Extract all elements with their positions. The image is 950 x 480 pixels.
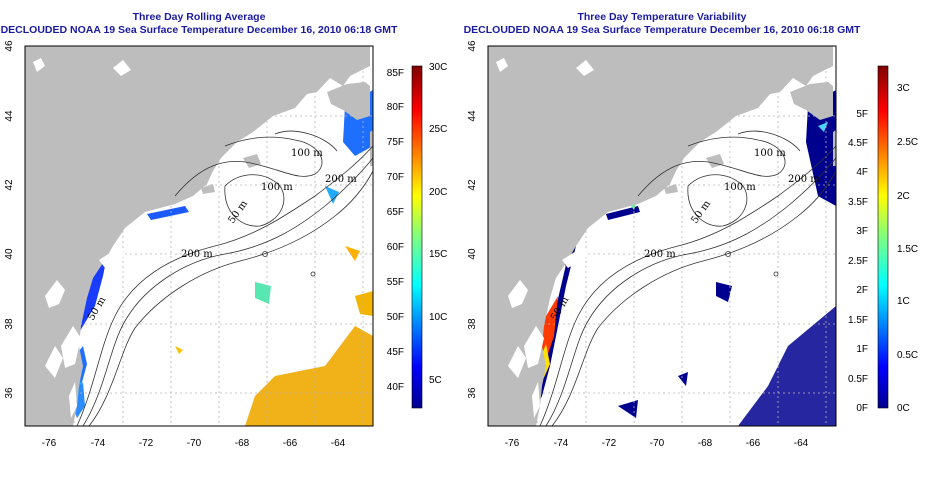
lon-tick-label: -74 — [554, 438, 569, 449]
map-area: 100 m 100 m 50 m 200 m 200 m 50 m — [24, 45, 374, 427]
lon-tick-label: -68 — [235, 438, 250, 449]
depth-label-200m: 200 m — [325, 174, 357, 185]
colorbar-c-label: 5C — [429, 375, 442, 386]
panel-subtitle: DECLOUDED NOAA 19 Sea Surface Temperatur… — [464, 24, 861, 36]
colorbar: 85F 80F 75F 70F 65F 60F 55F 50F 45F 40F … — [387, 62, 447, 409]
colorbar-c-label: 1.5C — [897, 244, 918, 255]
colorbar-f-label: 75F — [387, 137, 404, 148]
panel-temperature-variability: Three Day Temperature Variability DECLOU… — [464, 11, 919, 449]
depth-label-100m: 100 m — [724, 182, 756, 193]
lat-tick-label: 42 — [4, 179, 15, 191]
lon-tick-label: -66 — [283, 438, 298, 449]
lon-tick-label: -64 — [331, 438, 346, 449]
colorbar-fahrenheit-labels: 5F 4.5F 4F 3.5F 3F 2.5F 2F 1.5F 1F 0.5F … — [848, 109, 868, 414]
colorbar-f-label: 85F — [387, 68, 404, 79]
colorbar-f-label: 50F — [387, 312, 404, 323]
colorbar-f-label: 0F — [856, 403, 868, 414]
lon-tick-label: -68 — [698, 438, 713, 449]
lat-tick-label: 38 — [467, 318, 478, 330]
colorbar-f-label: 4.5F — [848, 138, 868, 149]
colorbar-c-label: 2C — [897, 191, 910, 202]
lat-tick-label: 46 — [467, 40, 478, 52]
panel-subtitle: DECLOUDED NOAA 19 Sea Surface Temperatur… — [1, 24, 398, 36]
lat-tick-label: 46 — [4, 40, 15, 52]
colorbar-f-label: 70F — [387, 172, 404, 183]
colorbar-f-label: 55F — [387, 277, 404, 288]
depth-label-100m: 100 m — [291, 148, 323, 159]
colorbar-c-label: 30C — [429, 62, 447, 73]
lon-tick-label: -66 — [746, 438, 761, 449]
colorbar-f-label: 80F — [387, 102, 404, 113]
lon-tick-label: -72 — [139, 438, 154, 449]
colorbar-c-label: 2.5C — [897, 137, 918, 148]
panel-rolling-average: Three Day Rolling Average DECLOUDED NOAA… — [1, 11, 448, 449]
lat-tick-label: 38 — [4, 318, 15, 330]
panel-title: Three Day Temperature Variability — [577, 11, 746, 23]
colorbar-c-label: 20C — [429, 187, 447, 198]
lat-tick-label: 44 — [4, 110, 15, 122]
colorbar-f-label: 40F — [387, 382, 404, 393]
colorbar-f-label: 45F — [387, 347, 404, 358]
colorbar-c-label: 10C — [429, 312, 447, 323]
lon-tick-label: -70 — [187, 438, 202, 449]
lon-tick-label: -74 — [91, 438, 106, 449]
lat-tick-label: 36 — [4, 387, 15, 399]
lon-tick-label: -72 — [602, 438, 617, 449]
colorbar-f-label: 4F — [856, 167, 868, 178]
colorbar-celsius-labels: 3C 2.5C 2C 1.5C 1C 0.5C 0C — [897, 83, 918, 414]
depth-label-100m: 100 m — [261, 182, 293, 193]
colorbar-f-label: 2F — [856, 285, 868, 296]
lat-tick-label: 40 — [467, 248, 478, 260]
colorbar-f-label: 60F — [387, 242, 404, 253]
colorbar-f-label: 1F — [856, 344, 868, 355]
colorbar-f-label: 3F — [856, 226, 868, 237]
lon-tick-label: -64 — [794, 438, 809, 449]
depth-label-200m: 200 m — [788, 174, 820, 185]
colorbar-f-label: 3.5F — [848, 197, 868, 208]
colorbar-celsius-labels: 30C 25C 20C 15C 10C 5C — [429, 62, 447, 386]
lat-tick-label: 36 — [467, 387, 478, 399]
lat-axis: 46 44 42 40 38 36 — [4, 40, 15, 399]
colorbar-c-label: 0.5C — [897, 350, 918, 361]
colorbar-f-label: 0.5F — [848, 374, 868, 385]
lat-axis: 46 44 42 40 38 36 — [467, 40, 478, 399]
colorbar-c-label: 0C — [897, 403, 910, 414]
lon-tick-label: -70 — [650, 438, 665, 449]
panel-title: Three Day Rolling Average — [133, 11, 266, 23]
colorbar-c-label: 1C — [897, 296, 910, 307]
colorbar-f-label: 2.5F — [848, 256, 868, 267]
colorbar-f-label: 1.5F — [848, 315, 868, 326]
lon-tick-label: -76 — [505, 438, 520, 449]
depth-label-100m: 100 m — [754, 148, 786, 159]
lat-tick-label: 40 — [4, 248, 15, 260]
lat-tick-label: 44 — [467, 110, 478, 122]
lon-axis: -76 -74 -72 -70 -68 -66 -64 — [505, 438, 809, 449]
lat-tick-label: 42 — [467, 179, 478, 191]
colorbar-f-label: 5F — [856, 109, 868, 120]
colorbar-f-label: 65F — [387, 207, 404, 218]
depth-label-200m: 200 m — [181, 249, 213, 260]
colorbar: 5F 4.5F 4F 3.5F 3F 2.5F 2F 1.5F 1F 0.5F … — [848, 65, 918, 414]
colorbar-c-label: 25C — [429, 124, 447, 135]
depth-label-200m: 200 m — [644, 249, 676, 260]
lon-tick-label: -76 — [42, 438, 57, 449]
colorbar-fahrenheit-labels: 85F 80F 75F 70F 65F 60F 55F 50F 45F 40F — [387, 68, 404, 393]
colorbar-c-label: 3C — [897, 83, 910, 94]
map-area: 100 m 100 m 50 m 200 m 200 m 50 m — [487, 45, 837, 427]
lon-axis: -76 -74 -72 -70 -68 -66 -64 — [42, 438, 346, 449]
colorbar-c-label: 15C — [429, 249, 447, 260]
